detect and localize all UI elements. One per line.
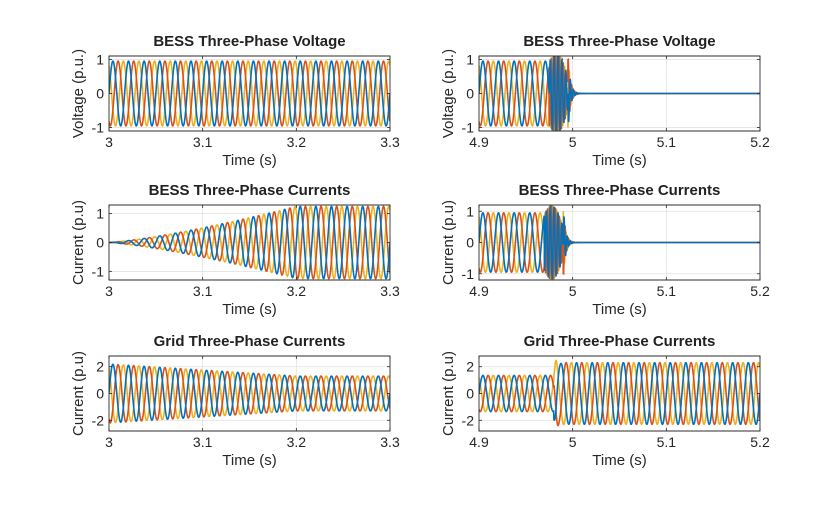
x-tick-label: 3 [105, 434, 113, 450]
x-tick-label: 4.9 [469, 134, 489, 150]
subplot-4: 4.9 5 5.1 5.2 -1 0 1 BESS Three-Phase Currents T… [440, 182, 770, 318]
series-phase-3 [109, 205, 390, 280]
x-tick-label: 3.1 [193, 283, 213, 299]
x-tick-label: 3.2 [287, 434, 307, 450]
y-tick-label: 0 [466, 386, 474, 402]
x-tick-label: 5.1 [657, 134, 677, 150]
y-tick-label: 0 [96, 386, 104, 402]
y-tick-label: 2 [466, 359, 474, 375]
series-phase-3 [479, 359, 760, 426]
y-tick-label: 1 [466, 203, 474, 219]
y-tick-label: -1 [92, 120, 105, 136]
y-axis-label: Current (p.u) [70, 351, 87, 436]
y-tick-label: 2 [96, 359, 104, 375]
x-tick-label: 3.2 [287, 134, 307, 150]
x-tick-label: 3 [105, 134, 113, 150]
x-axis-label: Time (s) [222, 152, 276, 169]
series-phase-1 [479, 205, 760, 280]
subplot-title: Grid Three-Phase Currents [524, 333, 716, 350]
x-tick-label: 5 [569, 134, 577, 150]
y-tick-label: -1 [92, 263, 105, 279]
subplot-5: 3 3.1 3.2 3.3 -2 0 2 Grid Three-Phase Currents T… [70, 333, 400, 469]
y-axis-label: Current (p.u) [440, 351, 457, 436]
subplot-3: 3 3.1 3.2 3.3 -1 0 1 BESS Three-Phase Currents T… [70, 182, 400, 318]
y-tick-label: 0 [466, 235, 474, 251]
y-axis-label: Current (p.u) [70, 200, 87, 285]
subplot-title: BESS Three-Phase Currents [519, 182, 721, 199]
x-tick-label: 3.3 [380, 434, 400, 450]
y-tick-label: 1 [96, 206, 104, 222]
x-tick-label: 5.2 [750, 434, 770, 450]
x-tick-label: 3.3 [380, 134, 400, 150]
series-phase-1 [479, 56, 760, 131]
series-phase-1 [109, 60, 390, 127]
y-tick-label: 0 [96, 86, 104, 102]
x-tick-label: 5 [569, 434, 577, 450]
x-tick-label: 4.9 [469, 434, 489, 450]
series-phase-1 [109, 205, 390, 280]
x-axis-label: Time (s) [222, 452, 276, 469]
x-tick-label: 5 [569, 283, 577, 299]
y-tick-label: 1 [96, 51, 104, 67]
y-axis-label: Voltage (p.u.) [70, 49, 87, 138]
x-axis-label: Time (s) [592, 152, 646, 169]
series-phase-2 [479, 361, 760, 427]
x-tick-label: 3.3 [380, 283, 400, 299]
subplot-1: 3 3.1 3.2 3.3 -1 0 1 BESS Three-Phase Voltage Ti… [70, 33, 400, 169]
x-tick-label: 5.1 [657, 283, 677, 299]
y-axis-label: Current (p.u) [440, 200, 457, 285]
y-tick-label: -1 [462, 266, 475, 282]
series-phase-2 [109, 363, 390, 424]
x-axis-label: Time (s) [592, 452, 646, 469]
y-tick-label: 0 [466, 86, 474, 102]
series-phase-3 [109, 364, 390, 424]
x-axis-label: Time (s) [592, 301, 646, 318]
series-phase-1 [479, 361, 760, 426]
y-axis-label: Voltage (p.u.) [440, 49, 457, 138]
series-phase-1 [109, 363, 390, 423]
subplot-title: BESS Three-Phase Currents [149, 182, 351, 199]
x-tick-label: 5.2 [750, 283, 770, 299]
y-tick-label: -2 [462, 412, 475, 428]
y-tick-label: 0 [96, 235, 104, 251]
subplot-2: 4.9 5 5.1 5.2 -1 0 1 BESS Three-Phase Voltage Ti… [440, 33, 770, 169]
subplot-6: 4.9 5 5.1 5.2 -2 0 2 Grid Three-Phase Currents T… [440, 333, 770, 469]
y-tick-label: 1 [466, 51, 474, 67]
subplot-title: BESS Three-Phase Voltage [153, 33, 345, 50]
series-phase-2 [109, 60, 390, 127]
x-tick-label: 3.2 [287, 283, 307, 299]
x-tick-label: 4.9 [469, 283, 489, 299]
subplot-title: BESS Three-Phase Voltage [523, 33, 715, 50]
y-tick-label: -1 [462, 120, 475, 136]
x-tick-label: 3.1 [193, 434, 213, 450]
x-tick-label: 3 [105, 283, 113, 299]
x-axis-label: Time (s) [222, 301, 276, 318]
series-phase-3 [109, 60, 390, 127]
series-phase-2 [109, 205, 390, 280]
subplot-title: Grid Three-Phase Currents [154, 333, 346, 350]
x-tick-label: 5.2 [750, 134, 770, 150]
x-tick-label: 3.1 [193, 134, 213, 150]
y-tick-label: -2 [92, 412, 105, 428]
x-tick-label: 5.1 [657, 434, 677, 450]
